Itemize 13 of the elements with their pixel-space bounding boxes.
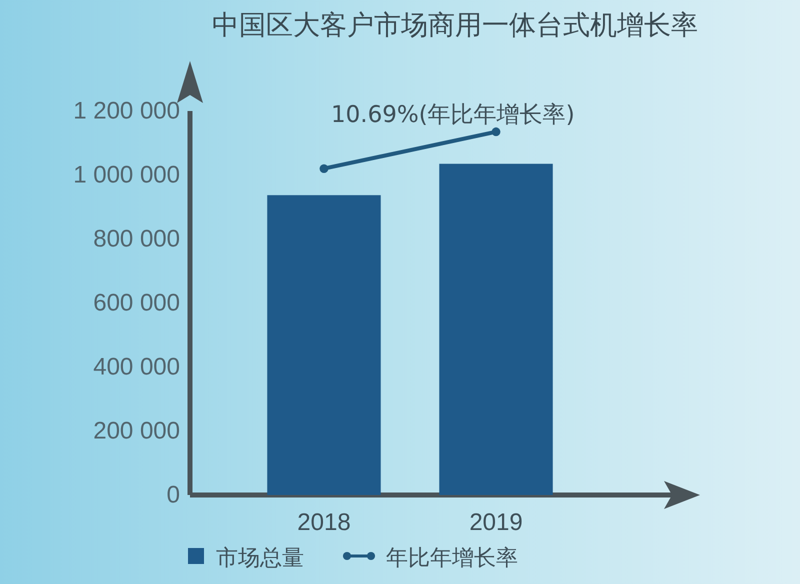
y-tick-label: 800 000	[93, 226, 180, 253]
y-tick-label: 1 200 000	[73, 98, 180, 125]
y-tick-label: 400 000	[93, 354, 180, 381]
legend-label: 年比年增长率	[386, 546, 518, 571]
y-tick-label: 200 000	[93, 418, 180, 445]
x-tick-label: 2018	[297, 509, 351, 536]
annotation: 10.69%(年比年增长率)	[331, 102, 575, 128]
y-tick-label: 600 000	[93, 290, 180, 317]
y-tick-label: 0	[166, 482, 180, 509]
y-tick-label: 1 000 000	[73, 162, 180, 189]
x-tick-label: 2019	[469, 509, 523, 536]
legend-label: 市场总量	[216, 546, 304, 571]
chart-title: 中国区大客户市场商用一体台式机增长率	[212, 10, 698, 41]
